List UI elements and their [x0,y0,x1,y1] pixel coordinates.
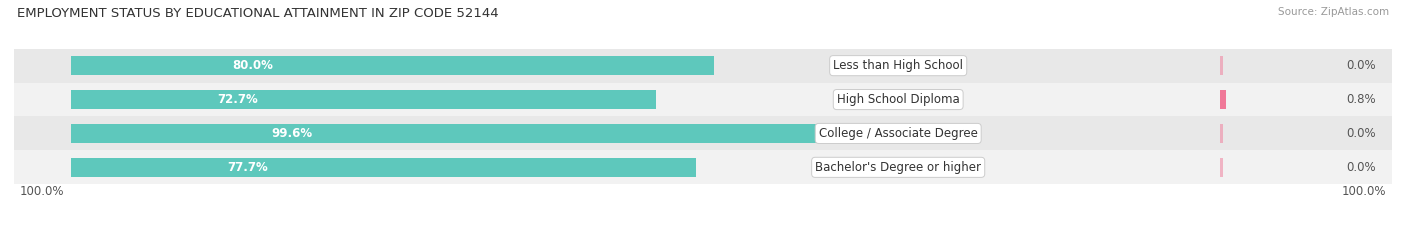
Bar [1220,124,1223,143]
Text: 0.0%: 0.0% [1346,59,1375,72]
Bar [14,83,1392,116]
Bar [1220,56,1223,75]
Bar [14,49,1392,83]
Text: 100.0%: 100.0% [1341,185,1386,198]
Text: High School Diploma: High School Diploma [837,93,959,106]
Bar [1220,158,1223,177]
Text: 0.8%: 0.8% [1346,93,1375,106]
Bar [72,90,655,109]
Bar [1220,90,1226,109]
Text: 100.0%: 100.0% [20,185,65,198]
Text: Bachelor's Degree or higher: Bachelor's Degree or higher [815,161,981,174]
Text: 0.0%: 0.0% [1346,127,1375,140]
Text: 80.0%: 80.0% [232,59,273,72]
Text: 77.7%: 77.7% [228,161,269,174]
Bar [72,158,696,177]
Text: 0.0%: 0.0% [1346,161,1375,174]
Text: College / Associate Degree: College / Associate Degree [818,127,977,140]
Bar [72,56,714,75]
Text: 72.7%: 72.7% [218,93,259,106]
Bar [14,116,1392,150]
Bar [14,150,1392,184]
Text: 99.6%: 99.6% [271,127,312,140]
Text: Source: ZipAtlas.com: Source: ZipAtlas.com [1278,7,1389,17]
Text: Less than High School: Less than High School [834,59,963,72]
Bar [72,124,872,143]
Text: EMPLOYMENT STATUS BY EDUCATIONAL ATTAINMENT IN ZIP CODE 52144: EMPLOYMENT STATUS BY EDUCATIONAL ATTAINM… [17,7,499,20]
